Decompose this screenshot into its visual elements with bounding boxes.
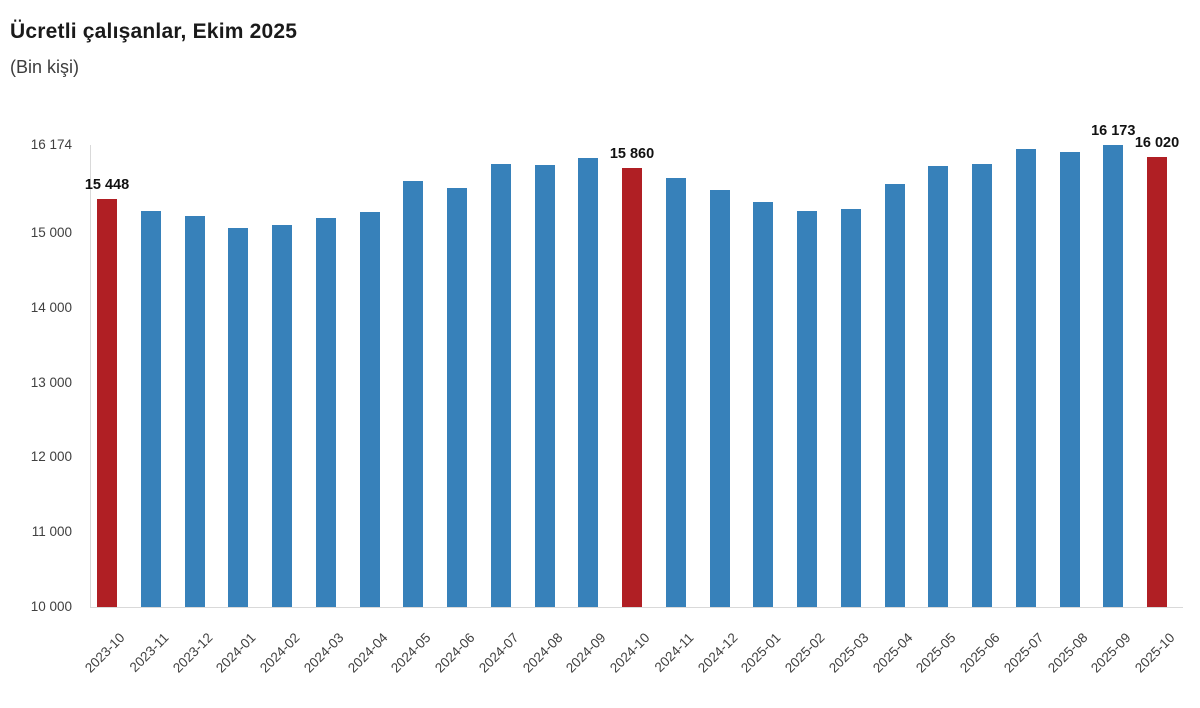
bar-2025-07: [1015, 149, 1036, 607]
chart-title: Ücretli çalışanlar, Ekim 2025: [10, 20, 298, 43]
bar-2024-01: [228, 228, 249, 607]
y-tick-label: 16 174: [30, 137, 72, 152]
bar-2024-05: [403, 181, 424, 607]
bar-2025-01: [753, 202, 774, 607]
y-tick-label: 13 000: [30, 374, 72, 390]
y-tick-label: 11 000: [31, 524, 72, 540]
bar-2025-04: [884, 184, 905, 607]
bar-2023-11: [140, 210, 161, 607]
chart-subtitle: (Bin kişi): [10, 57, 80, 77]
bar-2024-08: [534, 164, 555, 607]
y-tick-label: 14 000: [30, 299, 72, 315]
bar-2025-10: [1147, 156, 1167, 607]
bar-2025-03: [840, 208, 861, 607]
bar-2025-02: [797, 211, 817, 607]
bar-2024-03: [315, 217, 336, 607]
data-label-2023-10: 15 448: [84, 177, 130, 194]
bar-2025-05: [928, 166, 949, 607]
bar-2024-06: [447, 187, 467, 607]
bar-2024-12: [709, 189, 730, 607]
y-tick-label: 10 000: [30, 599, 72, 614]
bar-2024-07: [490, 163, 511, 607]
y-tick-label: 15 000: [30, 224, 72, 240]
bar-2023-10: [97, 199, 117, 607]
data-label-2025-10: 16 020: [1134, 134, 1180, 151]
x-axis-line: [90, 607, 1183, 608]
data-label-2024-10: 15 860: [609, 146, 655, 163]
bar-2024-09: [578, 158, 599, 607]
bar-2025-08: [1059, 151, 1080, 607]
bar-2025-09: [1103, 145, 1124, 607]
bar-2024-11: [665, 178, 686, 607]
bar-2025-06: [972, 163, 992, 607]
bar-2024-04: [359, 211, 380, 607]
bar-2024-10: [622, 168, 642, 607]
data-label-2025-09: 16 173: [1091, 123, 1136, 140]
y-axis-line: [90, 145, 91, 607]
y-tick-label: 12 000: [30, 449, 72, 465]
bar-2024-02: [272, 224, 292, 607]
bar-2023-12: [184, 216, 205, 607]
